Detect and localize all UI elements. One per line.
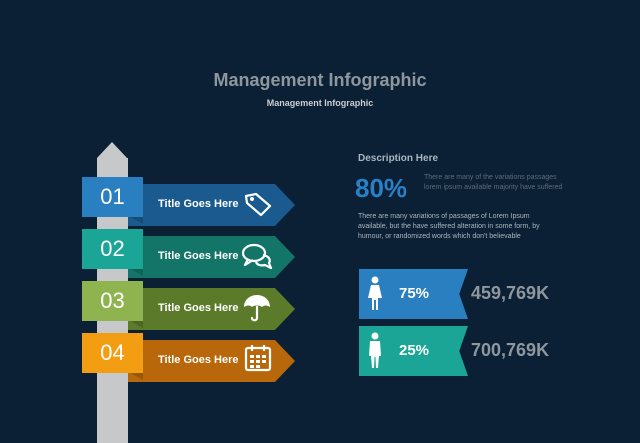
step-1-title: Title Goes Here [158,198,239,210]
description-body-text: There are many variations of passages of… [358,213,540,240]
step-3-arrow [128,288,295,330]
description-percent: 80% [355,173,408,203]
stat-2-percent: 25% [399,342,430,359]
signpost-tip [97,142,127,158]
umbrella-icon [244,295,270,322]
page-title: Management Infographic [213,70,427,90]
step-3-number: 03 [100,288,125,313]
stat-2-value: 700,769K [471,340,550,360]
step-3-fold [129,320,143,328]
step-4-number: 04 [100,340,125,365]
page-subtitle: Management Infographic [266,98,374,108]
description-short-text: There are many of the variations passage… [424,174,563,191]
step-4-fold [129,372,143,380]
step-1-number-box: 01 [82,177,143,217]
step-4-title: Title Goes Here [158,354,239,366]
step-1-number: 01 [100,184,125,209]
step-2-number-box: 02 [82,229,143,269]
female-person-icon [368,276,382,310]
stat-1-percent: 75% [399,285,430,302]
step-2-title: Title Goes Here [158,250,239,262]
step-3-title: Title Goes Here [158,302,239,314]
step-2-fold [129,268,143,276]
chat-bubbles-icon [241,243,273,270]
description-heading: Description Here [358,153,439,164]
step-3-number-box: 03 [82,281,143,321]
price-tag-icon [244,192,272,217]
stat-1-value: 459,769K [471,283,550,303]
step-1-fold [129,216,143,224]
step-2-number: 02 [100,236,125,261]
male-person-icon [369,332,381,368]
calendar-icon [244,345,272,372]
step-4-number-box: 04 [82,333,143,373]
